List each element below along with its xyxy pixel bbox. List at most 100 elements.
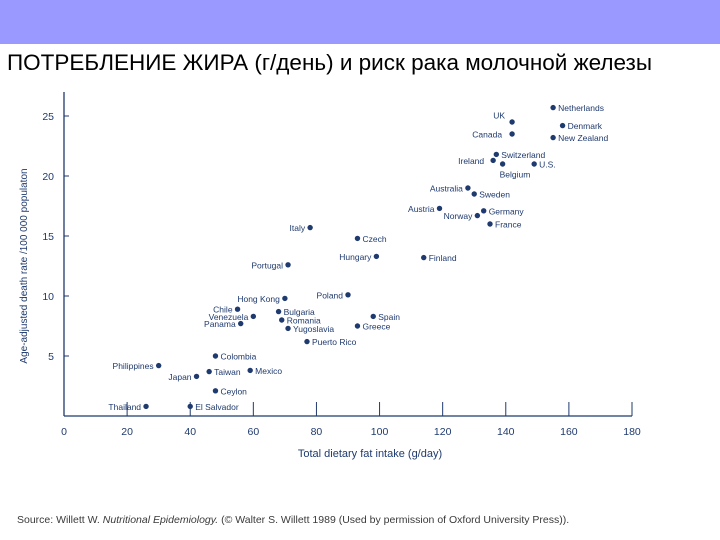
header-band (0, 0, 720, 44)
data-point (550, 134, 556, 141)
data-label: Switzerland (501, 150, 545, 160)
data-label: Norway (444, 211, 474, 221)
data-label: Romania (287, 316, 321, 326)
x-tick-label: 20 (121, 426, 133, 438)
data-point (282, 295, 288, 302)
data-label: Thailand (108, 402, 141, 412)
data-label: Mexico (255, 366, 282, 376)
source-prefix: Source: Willett W. (17, 514, 103, 526)
data-point (436, 205, 443, 212)
data-label: Czech (362, 234, 386, 244)
x-tick-label: 0 (61, 426, 67, 438)
data-point (279, 317, 285, 323)
x-tick-label: 80 (311, 426, 323, 438)
data-point (250, 313, 257, 320)
data-point (187, 403, 193, 410)
data-point (285, 262, 291, 268)
data-point (480, 208, 487, 214)
data-label: Greece (362, 322, 390, 332)
data-point (345, 292, 351, 298)
data-point (490, 157, 496, 164)
x-axis-label: Total dietary fat intake (g/day) (298, 448, 442, 460)
data-point (354, 323, 361, 329)
data-label: Colombia (220, 352, 256, 362)
data-label: Belgium (500, 170, 531, 180)
x-tick-label: 180 (623, 426, 641, 438)
data-label: El Salvador (195, 402, 239, 412)
data-point (206, 368, 212, 375)
y-tick-label: 10 (42, 291, 54, 303)
data-point (307, 224, 313, 231)
data-point (285, 325, 291, 332)
y-tick-label: 25 (42, 111, 54, 123)
data-point (471, 191, 477, 197)
x-tick-label: 100 (371, 426, 389, 438)
data-point (421, 254, 427, 261)
data-label: U.S. (539, 160, 556, 170)
data-point (275, 308, 282, 315)
data-label: New Zealand (558, 133, 608, 143)
data-label: Spain (378, 312, 400, 322)
data-label: Germany (489, 206, 525, 216)
x-ticks: 0 20 40 60 80 100 120 140 160 180 (61, 402, 641, 438)
data-label: Australia (430, 184, 463, 194)
data-points: Netherlands UK Denmark Canada New Zealand Swi… (108, 103, 608, 412)
data-point (487, 221, 493, 227)
data-label: Philippines (113, 361, 154, 371)
chart-axes (63, 92, 632, 417)
data-point (238, 320, 244, 327)
source-title: Nutritional Epidemiology. (102, 514, 219, 526)
source-citation: Source: Willett W. Nutritional Epidemiol… (17, 514, 569, 526)
data-label: UK (493, 111, 505, 121)
data-point (373, 253, 380, 260)
data-label: Yugoslavia (293, 324, 334, 334)
y-tick-label: 20 (42, 171, 54, 183)
data-point (234, 306, 241, 312)
data-label: Hong Kong (237, 294, 280, 304)
x-tick-label: 160 (560, 426, 578, 438)
data-label: Puerto Rico (312, 337, 357, 347)
data-point (509, 119, 515, 125)
data-point (304, 338, 310, 345)
data-point (143, 403, 149, 410)
y-axis-label: Age-adjusted death rate /100 000 populat… (19, 168, 30, 363)
data-point (531, 161, 537, 167)
data-point (193, 373, 200, 380)
data-label: Netherlands (558, 103, 604, 113)
data-label: Austria (408, 204, 435, 214)
data-label: Hungary (339, 252, 372, 262)
data-label: Venezuela (209, 312, 249, 322)
data-point (155, 362, 162, 369)
source-suffix: (© Walter S. Willett 1989 (Used by permi… (218, 514, 570, 526)
data-point (354, 235, 361, 242)
y-tick-label: 15 (42, 231, 54, 243)
x-tick-label: 40 (184, 426, 196, 438)
data-point (499, 161, 506, 167)
data-point (370, 313, 376, 320)
y-ticks: 5 10 15 20 25 (42, 111, 69, 363)
data-label: Sweden (479, 190, 510, 200)
data-label: Denmark (568, 121, 603, 131)
data-label: Panama (204, 319, 236, 329)
data-label: Bulgaria (284, 307, 315, 317)
data-label: Taiwan (214, 367, 241, 377)
data-label: Ceylon (220, 386, 247, 396)
x-tick-label: 120 (434, 426, 452, 438)
data-label: Finland (429, 253, 457, 263)
data-label: Portugal (251, 260, 283, 270)
data-label: Chile (213, 305, 233, 315)
data-label: Poland (317, 290, 344, 300)
data-label: Japan (168, 372, 191, 382)
data-point (509, 131, 515, 137)
data-point (550, 104, 556, 111)
x-tick-label: 60 (247, 426, 259, 438)
data-label: Canada (472, 130, 502, 140)
data-label: Italy (290, 223, 306, 233)
data-point (559, 122, 566, 129)
data-label: Ireland (458, 156, 484, 166)
slide-title: ПОТРЕБЛЕНИЕ ЖИРА (г/день) и риск рака мо… (7, 50, 653, 75)
data-point (212, 353, 219, 359)
y-tick-label: 5 (48, 351, 54, 363)
data-point (474, 212, 481, 219)
